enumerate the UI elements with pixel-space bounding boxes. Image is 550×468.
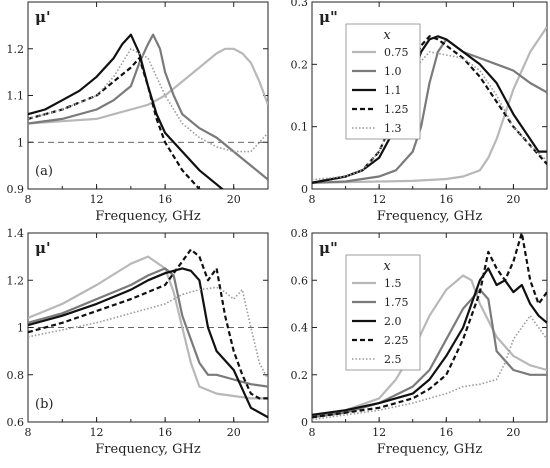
y-tick-label: 0.8 <box>291 227 309 240</box>
chart-panel-4: 8 12 16 20 0 0.2 0.4 0.6 0.8 Frequency, GHz μ" x 1.5… <box>291 227 548 457</box>
legend-label: 1.75 <box>384 296 409 309</box>
series-line-1.5 <box>28 255 268 400</box>
legend-label: 1.25 <box>384 103 409 116</box>
plot-frame <box>311 1 548 190</box>
y-tick-label: 0.3 <box>291 0 309 9</box>
y-tick-label: 0.4 <box>291 322 309 335</box>
x-tick-label: 16 <box>158 193 172 206</box>
y-axis-label: μ" <box>319 8 338 26</box>
series-line-1.25 <box>28 56 202 189</box>
series-line-0.75 <box>312 26 547 184</box>
legend-label: 2.0 <box>384 315 402 328</box>
y-axis-label: μ' <box>35 8 51 26</box>
legend-box <box>345 23 421 140</box>
legend-label: 0.75 <box>384 46 409 59</box>
y-tick-label: 1.4 <box>7 227 25 240</box>
x-tick-label: 12 <box>372 426 386 439</box>
x-tick-label: 8 <box>309 426 316 439</box>
y-tick-label: 0 <box>301 183 308 196</box>
x-tick-label: 20 <box>227 193 241 206</box>
y-tick-label: 0.2 <box>291 58 309 71</box>
panel-label: (a) <box>35 164 53 179</box>
y-tick-label: 1 <box>17 136 24 149</box>
x-tick-label: 20 <box>506 426 520 439</box>
legend-label: 1.0 <box>384 65 402 78</box>
series-line-0.75 <box>28 47 268 125</box>
y-tick-label: 0 <box>301 416 308 429</box>
legend-label: 2.25 <box>384 334 409 347</box>
series-line-1.0 <box>312 38 547 184</box>
series-line-1.1 <box>312 35 547 184</box>
series-line-1.1 <box>28 33 225 189</box>
legend-label: 1.1 <box>384 84 402 97</box>
x-tick-label: 16 <box>158 426 172 439</box>
legend-label: 1.5 <box>384 277 402 290</box>
y-tick-label: 0.1 <box>291 121 309 134</box>
series-line-1.5 <box>312 274 547 419</box>
legend-box <box>345 254 421 371</box>
chart-panel-1: 8 12 16 20 0.9 1 1.1 1.2 Frequency, GHz μ' (a) <box>7 1 269 224</box>
legend: x 0.75 1.0 1.1 1.25 1.3 <box>345 23 421 140</box>
x-tick-label: 12 <box>372 193 386 206</box>
x-axis-label: Frequency, GHz <box>95 442 201 457</box>
x-tick-label: 12 <box>90 426 104 439</box>
series-line-2.25 <box>28 248 268 400</box>
y-tick-label: 0.6 <box>291 274 309 287</box>
x-tick-label: 20 <box>227 426 241 439</box>
series-line-1.3 <box>28 47 268 153</box>
plot-frame <box>27 1 269 190</box>
x-tick-label: 8 <box>25 426 32 439</box>
y-tick-label: 0.2 <box>291 369 309 382</box>
y-tick-label: 1.1 <box>7 90 25 103</box>
legend-title: x <box>383 28 391 43</box>
y-tick-label: 0.8 <box>7 369 25 382</box>
x-tick-label: 16 <box>439 426 453 439</box>
x-tick-label: 8 <box>309 193 316 206</box>
y-tick-label: 0.6 <box>7 416 25 429</box>
legend-label: 1.3 <box>384 122 402 135</box>
legend: x 1.5 1.75 2.0 2.25 2.5 <box>345 254 421 371</box>
y-tick-label: 1.2 <box>7 274 25 287</box>
y-axis-label: μ' <box>35 239 51 257</box>
series-line-2.0 <box>28 267 268 419</box>
x-axis-label: Frequency, GHz <box>95 209 201 224</box>
x-axis-label: Frequency, GHz <box>377 209 483 224</box>
series-line-2.5 <box>312 314 547 421</box>
x-tick-label: 16 <box>439 193 453 206</box>
y-axis-label: μ" <box>319 239 338 257</box>
y-tick-label: 1.2 <box>7 43 25 56</box>
y-tick-label: 0.9 <box>7 183 25 196</box>
series-line-2.5 <box>28 286 268 380</box>
series-line-1.0 <box>28 33 268 181</box>
chart-panel-3: 8 12 16 20 0.6 0.8 1 1.2 1.4 Frequency, GHz μ' (b) <box>7 227 269 457</box>
series-line-1.75 <box>28 267 268 388</box>
legend-label: 2.5 <box>384 353 402 366</box>
x-tick-label: 8 <box>25 193 32 206</box>
y-tick-label: 1 <box>17 322 24 335</box>
chart-panel-2: 8 12 16 20 0 0.1 0.2 0.3 Frequency, GHz μ" x 0.75 1.… <box>291 0 548 224</box>
legend-title: x <box>383 259 391 274</box>
x-tick-label: 20 <box>506 193 520 206</box>
x-tick-label: 12 <box>90 193 104 206</box>
panel-label: (b) <box>35 397 53 412</box>
x-axis-label: Frequency, GHz <box>377 442 483 457</box>
